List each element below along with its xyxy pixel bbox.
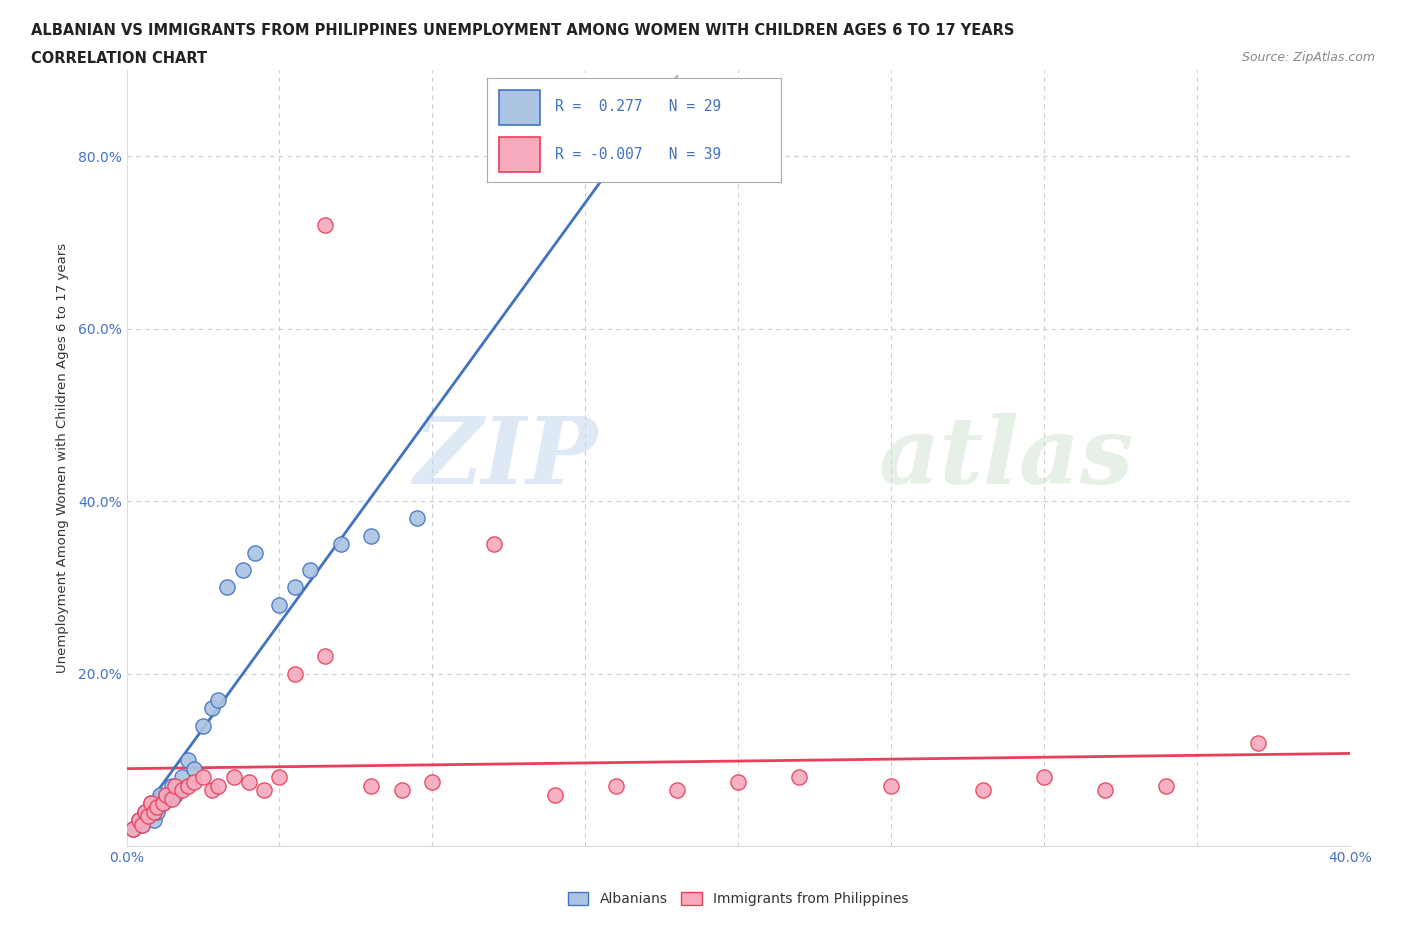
Point: [238, 774, 260, 789]
Y-axis label: Unemployment Among Women with Children Ages 6 to 17 years: Unemployment Among Women with Children A…: [56, 243, 69, 673]
Point: [143, 813, 166, 828]
Point: [1033, 770, 1056, 785]
Point: [391, 783, 413, 798]
Point: [666, 783, 689, 798]
Text: atlas: atlas: [879, 413, 1135, 503]
Point: [162, 791, 184, 806]
Point: [177, 752, 200, 767]
Point: [136, 809, 159, 824]
Point: [482, 537, 505, 551]
Point: [605, 778, 627, 793]
Point: [170, 770, 193, 785]
Point: [121, 821, 143, 836]
Point: [727, 774, 749, 789]
Point: [128, 813, 150, 828]
Point: [165, 778, 187, 793]
Text: Source: ZipAtlas.com: Source: ZipAtlas.com: [1241, 51, 1375, 64]
Point: [134, 804, 156, 819]
Point: [191, 770, 214, 785]
Point: [253, 783, 276, 798]
Point: [183, 774, 205, 789]
Point: [232, 563, 254, 578]
Point: [201, 701, 224, 716]
Point: [207, 778, 229, 793]
Text: CORRELATION CHART: CORRELATION CHART: [31, 51, 207, 66]
Point: [360, 528, 382, 543]
Point: [139, 796, 162, 811]
Point: [284, 580, 307, 595]
Text: ZIP: ZIP: [413, 413, 598, 503]
Text: ALBANIAN VS IMMIGRANTS FROM PHILIPPINES UNEMPLOYMENT AMONG WOMEN WITH CHILDREN A: ALBANIAN VS IMMIGRANTS FROM PHILIPPINES …: [31, 23, 1014, 38]
Point: [121, 821, 143, 836]
Point: [155, 787, 177, 802]
Point: [207, 692, 229, 707]
Point: [128, 813, 150, 828]
Point: [243, 546, 266, 561]
Point: [170, 783, 193, 798]
Point: [222, 770, 245, 785]
Point: [217, 580, 239, 595]
Point: [314, 218, 336, 232]
Point: [201, 783, 224, 798]
Point: [543, 787, 565, 802]
Point: [146, 800, 169, 815]
Point: [284, 666, 307, 681]
Point: [136, 809, 159, 824]
Point: [143, 804, 166, 819]
Point: [146, 804, 169, 819]
Point: [329, 537, 352, 551]
Point: [191, 718, 214, 733]
Point: [139, 796, 162, 811]
Point: [972, 783, 994, 798]
Point: [269, 770, 291, 785]
Point: [149, 787, 172, 802]
Point: [422, 774, 444, 789]
Point: [1156, 778, 1178, 793]
Point: [360, 778, 382, 793]
Point: [1247, 736, 1270, 751]
Point: [152, 796, 174, 811]
Point: [269, 597, 291, 612]
Point: [314, 649, 336, 664]
Point: [299, 563, 322, 578]
Point: [155, 787, 177, 802]
Point: [165, 787, 187, 802]
Legend: Albanians, Immigrants from Philippines: Albanians, Immigrants from Philippines: [561, 885, 915, 913]
Point: [162, 778, 184, 793]
Point: [157, 791, 180, 806]
Point: [134, 804, 156, 819]
Point: [177, 778, 200, 793]
Point: [1094, 783, 1116, 798]
Point: [183, 761, 205, 776]
Point: [880, 778, 903, 793]
Point: [131, 817, 153, 832]
Point: [787, 770, 810, 785]
Point: [406, 511, 429, 525]
Point: [152, 796, 174, 811]
Point: [131, 817, 153, 832]
